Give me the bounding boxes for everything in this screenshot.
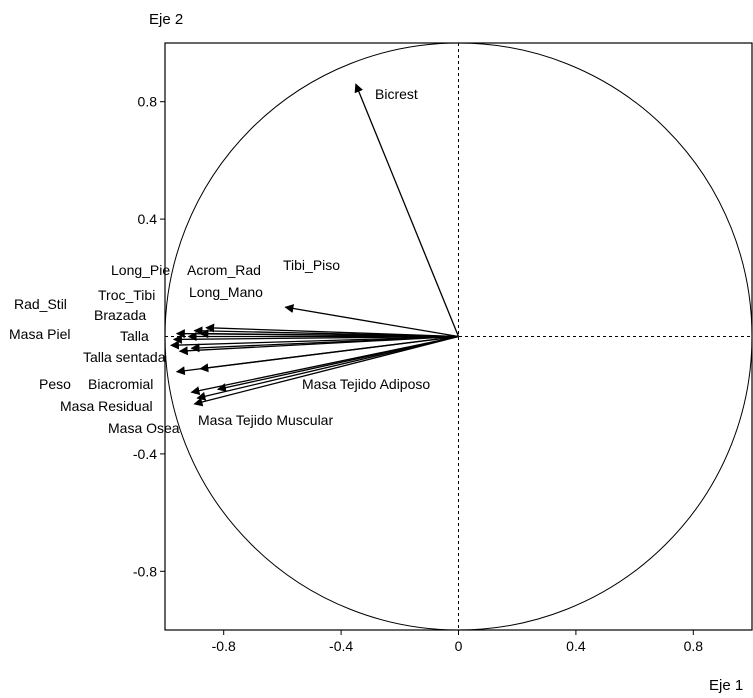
- vector-label: Biacromial: [88, 376, 153, 392]
- vector-arrow: [172, 334, 459, 344]
- vector-label: Masa Osea: [108, 420, 180, 436]
- x-tick-label: 0.8: [684, 638, 704, 654]
- vector-arrow: [175, 329, 459, 339]
- vector-label: Masa Tejido Adiposo: [302, 376, 430, 392]
- vector-label: Long_Pie: [111, 262, 170, 278]
- x-tick-label: 0: [455, 638, 463, 654]
- vector-arrow: [193, 335, 459, 407]
- vector-label: Bicrest: [375, 86, 418, 102]
- y-tick-label: -0.4: [133, 446, 157, 462]
- vector-arrow: [199, 335, 459, 373]
- vector-label: Rad_Stil: [14, 296, 67, 312]
- vector-label: Masa Tejido Muscular: [198, 412, 333, 428]
- vector-label: Troc_Tibi: [98, 287, 155, 303]
- vector-label: Masa Piel: [9, 326, 70, 342]
- vector-label: Acrom_Rad: [187, 262, 261, 278]
- x-tick-label: -0.4: [329, 638, 353, 654]
- x-axis-title: Eje 1: [709, 677, 743, 694]
- vector-arrow: [284, 304, 459, 338]
- vector-labels: Bicrest Tibi_Piso Long_Pie Acrom_Rad Long_Ma…: [9, 86, 430, 436]
- y-tick-label: 0.8: [138, 94, 158, 110]
- x-tick-label: 0.4: [566, 638, 586, 654]
- vector-label: Talla: [120, 328, 149, 344]
- y-tick-label: -0.8: [133, 563, 157, 579]
- vector-arrow: [190, 335, 459, 353]
- vector-label: Masa Residual: [60, 398, 153, 414]
- vector-label: Brazada: [94, 307, 146, 323]
- vector-arrows: [169, 83, 460, 407]
- vector-label: Peso: [39, 376, 71, 392]
- y-tick-label: 0.4: [138, 211, 158, 227]
- y-axis-title: Eje 2: [149, 11, 183, 28]
- tick-labels: -0.8 -0.4 0 0.4 0.8 0.8 0.4 -0.4 -0.8: [133, 94, 703, 654]
- vector-arrow: [354, 83, 460, 337]
- vector-label: Long_Mano: [189, 284, 263, 300]
- vector-arrow: [196, 335, 459, 401]
- vector-arrow: [216, 335, 459, 392]
- x-tick-label: -0.8: [212, 638, 236, 654]
- vector-arrow: [205, 323, 459, 338]
- vector-label: Talla sentada: [83, 349, 166, 365]
- vector-label: Tibi_Piso: [283, 257, 340, 273]
